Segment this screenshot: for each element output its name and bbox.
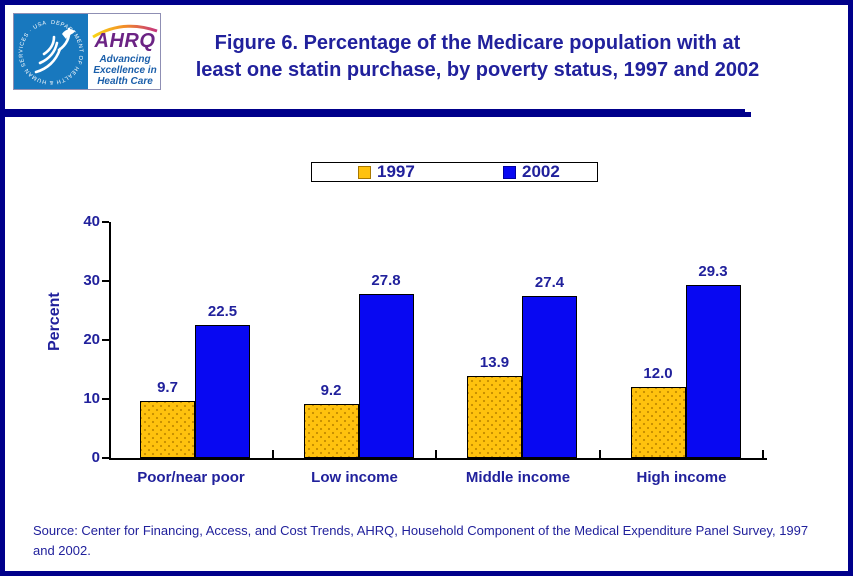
y-tick-label-20: 20: [83, 331, 100, 348]
ahrq-logo-panel: AHRQ Advancing Excellence in Health Care: [88, 14, 160, 89]
hhs-logo-panel: DEPARTMENT OF HEALTH & HUMAN SERVICES · …: [14, 14, 88, 89]
figure-title: Figure 6. Percentage of the Medicare pop…: [165, 30, 790, 84]
x-axis-line: [109, 458, 767, 460]
y-tick-40: [102, 221, 109, 223]
bar-1997-2: [467, 376, 522, 458]
x-boundary-tick-1: [271, 450, 274, 458]
ahrq-tagline-line: Excellence in: [93, 65, 157, 76]
bar-2002-3: [685, 285, 741, 458]
legend-item-2002: 2002: [503, 163, 560, 181]
category-label-2: Middle income: [465, 469, 571, 486]
bar-1997-0: [140, 401, 195, 458]
legend-swatch-2002: [503, 165, 516, 179]
value-label-1997-0: 9.7: [157, 379, 178, 396]
ahrq-tagline-line: Health Care: [97, 76, 153, 87]
y-tick-30: [102, 280, 109, 282]
agency-logo: DEPARTMENT OF HEALTH & HUMAN SERVICES · …: [13, 13, 161, 90]
y-tick-10: [102, 398, 109, 400]
bar-1997-1: [303, 404, 359, 458]
legend-label-2002: 2002: [522, 162, 560, 181]
y-tick-0: [102, 457, 109, 459]
title-divider-bar-end: [745, 112, 751, 117]
category-label-1: Low income: [311, 469, 398, 486]
figure-title-line1: Figure 6. Percentage of the Medicare pop…: [214, 32, 741, 54]
hhs-eagle-icon: [34, 27, 71, 74]
ahrq-tagline-line: Advancing: [99, 54, 151, 65]
bar-2002-0: [195, 325, 250, 458]
value-label-2002-1: 27.8: [371, 272, 401, 289]
hhs-eagle-head: [62, 29, 75, 39]
y-axis-line: [109, 222, 111, 460]
hhs-seal-icon: DEPARTMENT OF HEALTH & HUMAN SERVICES · …: [18, 20, 82, 85]
legend-swatch-1997: [358, 165, 371, 179]
value-label-2002-3: 29.3: [698, 263, 728, 280]
legend-item-1997: 1997: [358, 163, 415, 181]
value-label-1997-3: 12.0: [643, 365, 673, 382]
value-label-2002-2: 27.4: [534, 274, 565, 291]
ahrq-acronym: AHRQ: [94, 30, 156, 52]
bar-1997-3: [630, 387, 686, 458]
legend-label-1997: 1997: [377, 162, 415, 181]
figure-title-line2: least one statin purchase, by poverty st…: [195, 59, 760, 81]
title-divider-bar: [5, 109, 745, 117]
bar-chart: Percent 0 10 20 30 40 9.7 22.5 Poor/near poor 9.…: [5, 5, 848, 571]
category-label-3: High income: [636, 469, 727, 486]
x-boundary-tick-2: [435, 450, 437, 458]
bar-2002-2: [522, 296, 577, 458]
ahrq-tagline: Advancing Excellence in Health Care: [88, 54, 162, 87]
value-label-1997-1: 9.2: [320, 382, 342, 399]
bar-2002-1: [358, 294, 414, 458]
y-tick-20: [102, 339, 109, 341]
category-label-0: Poor/near poor: [137, 469, 245, 486]
y-tick-label-30: 30: [83, 272, 100, 289]
value-label-2002-0: 22.5: [207, 303, 238, 320]
y-tick-label-0: 0: [91, 449, 100, 466]
x-boundary-tick-3: [598, 450, 601, 458]
value-label-1997-2: 13.9: [479, 354, 510, 371]
chart-legend: 1997 2002: [311, 162, 598, 182]
rainbow-arc-icon: [92, 24, 158, 39]
y-tick-label-40: 40: [83, 213, 100, 230]
source-note: Source: Center for Financing, Access, an…: [33, 523, 809, 558]
y-tick-label-10: 10: [83, 390, 100, 407]
x-boundary-tick-4: [762, 450, 764, 458]
